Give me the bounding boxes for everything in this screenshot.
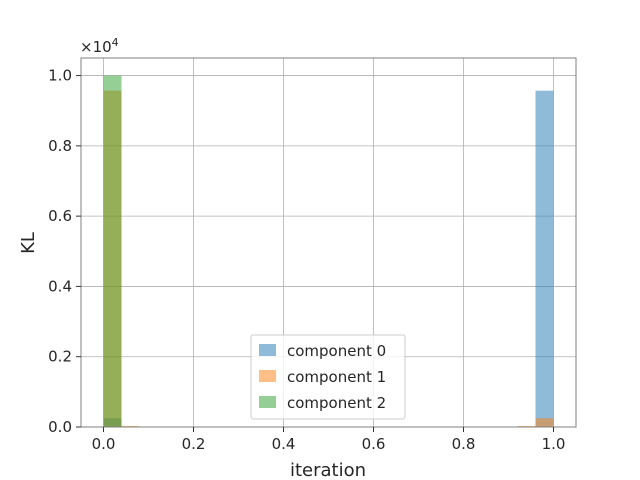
histogram-bars xyxy=(103,75,554,428)
y-tick-label: 0.2 xyxy=(48,348,72,366)
axis-ticks: 0.0 0.2 0.4 0.6 0.8 1.0 0.0 0.2 0.4 0.6 0.8 1.0 xyxy=(48,67,565,453)
y-tick-label: 0.6 xyxy=(48,207,72,225)
legend-swatch xyxy=(259,370,276,382)
bar-component-1 xyxy=(517,425,536,427)
bar-component-0 xyxy=(535,90,554,427)
legend: component 0 component 1 component 2 xyxy=(250,334,406,420)
legend-label: component 1 xyxy=(287,368,386,386)
legend-box xyxy=(250,334,406,420)
legend-swatch xyxy=(259,396,276,408)
legend-label: component 0 xyxy=(287,342,386,360)
plot-frame xyxy=(80,57,577,428)
y-tick-label: 0.0 xyxy=(48,418,72,436)
y-axis-label: KL xyxy=(18,232,39,254)
x-tick-label: 0.8 xyxy=(452,435,476,453)
x-tick-label: 0.6 xyxy=(362,435,386,453)
legend-label: component 2 xyxy=(287,394,386,412)
y-axis-multiplier: ×104 xyxy=(80,36,119,57)
y-tick-label: 0.4 xyxy=(48,277,72,295)
x-tick-label: 0.4 xyxy=(272,435,296,453)
x-tick-label: 0.2 xyxy=(182,435,206,453)
x-tick-label: 1.0 xyxy=(542,435,566,453)
x-tick-label: 0.0 xyxy=(92,435,116,453)
bar-component-1 xyxy=(121,425,140,427)
y-tick-label: 0.8 xyxy=(48,137,72,155)
legend-swatch xyxy=(259,344,276,356)
bar-component-2 xyxy=(103,75,122,428)
x-axis-label: iteration xyxy=(290,460,366,480)
bar-component-1 xyxy=(535,418,554,427)
y-tick-label: 1.0 xyxy=(48,67,72,85)
